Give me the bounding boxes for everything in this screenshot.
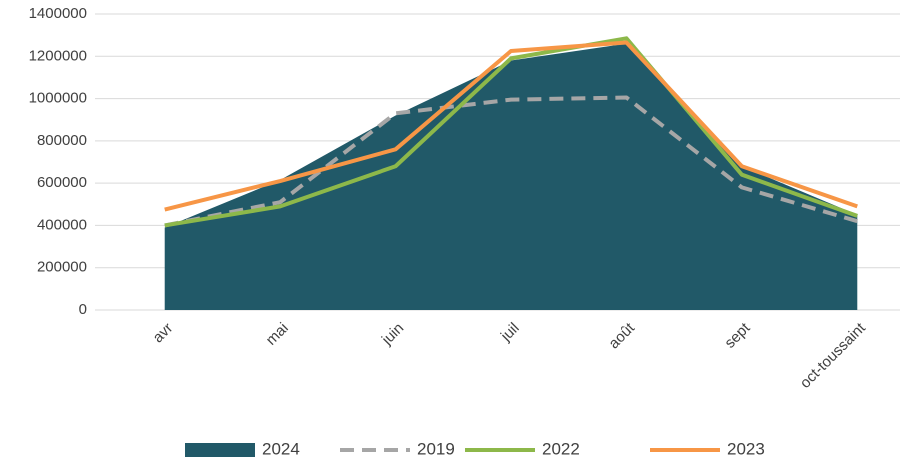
y-tick-label: 1200000 xyxy=(29,47,87,64)
x-tick-label: avr xyxy=(150,320,177,347)
x-tick-label: oct-toussaint xyxy=(797,319,870,392)
legend-label: 2022 xyxy=(542,439,580,458)
legend-label: 2019 xyxy=(417,439,455,458)
x-tick-label: mai xyxy=(263,320,292,349)
y-tick-label: 800000 xyxy=(37,132,87,149)
x-tick-label: sept xyxy=(721,319,754,352)
y-tick-label: 600000 xyxy=(37,174,87,191)
y-tick-label: 400000 xyxy=(37,216,87,233)
line xyxy=(164,36,858,228)
area xyxy=(164,43,858,310)
x-tick-label: août xyxy=(605,319,638,352)
y-tick-label: 1400000 xyxy=(29,5,87,22)
y-tick-label: 200000 xyxy=(37,259,87,276)
y-tick-label: 0 xyxy=(79,301,87,318)
x-tick-label: juin xyxy=(378,320,407,349)
legend-label: 2023 xyxy=(727,439,765,458)
line xyxy=(164,40,858,212)
x-tick-label: juil xyxy=(497,320,523,346)
legend-label: 2024 xyxy=(262,439,300,458)
line xyxy=(164,95,858,228)
y-tick-label: 1000000 xyxy=(29,90,87,107)
legend-swatch xyxy=(185,443,255,457)
